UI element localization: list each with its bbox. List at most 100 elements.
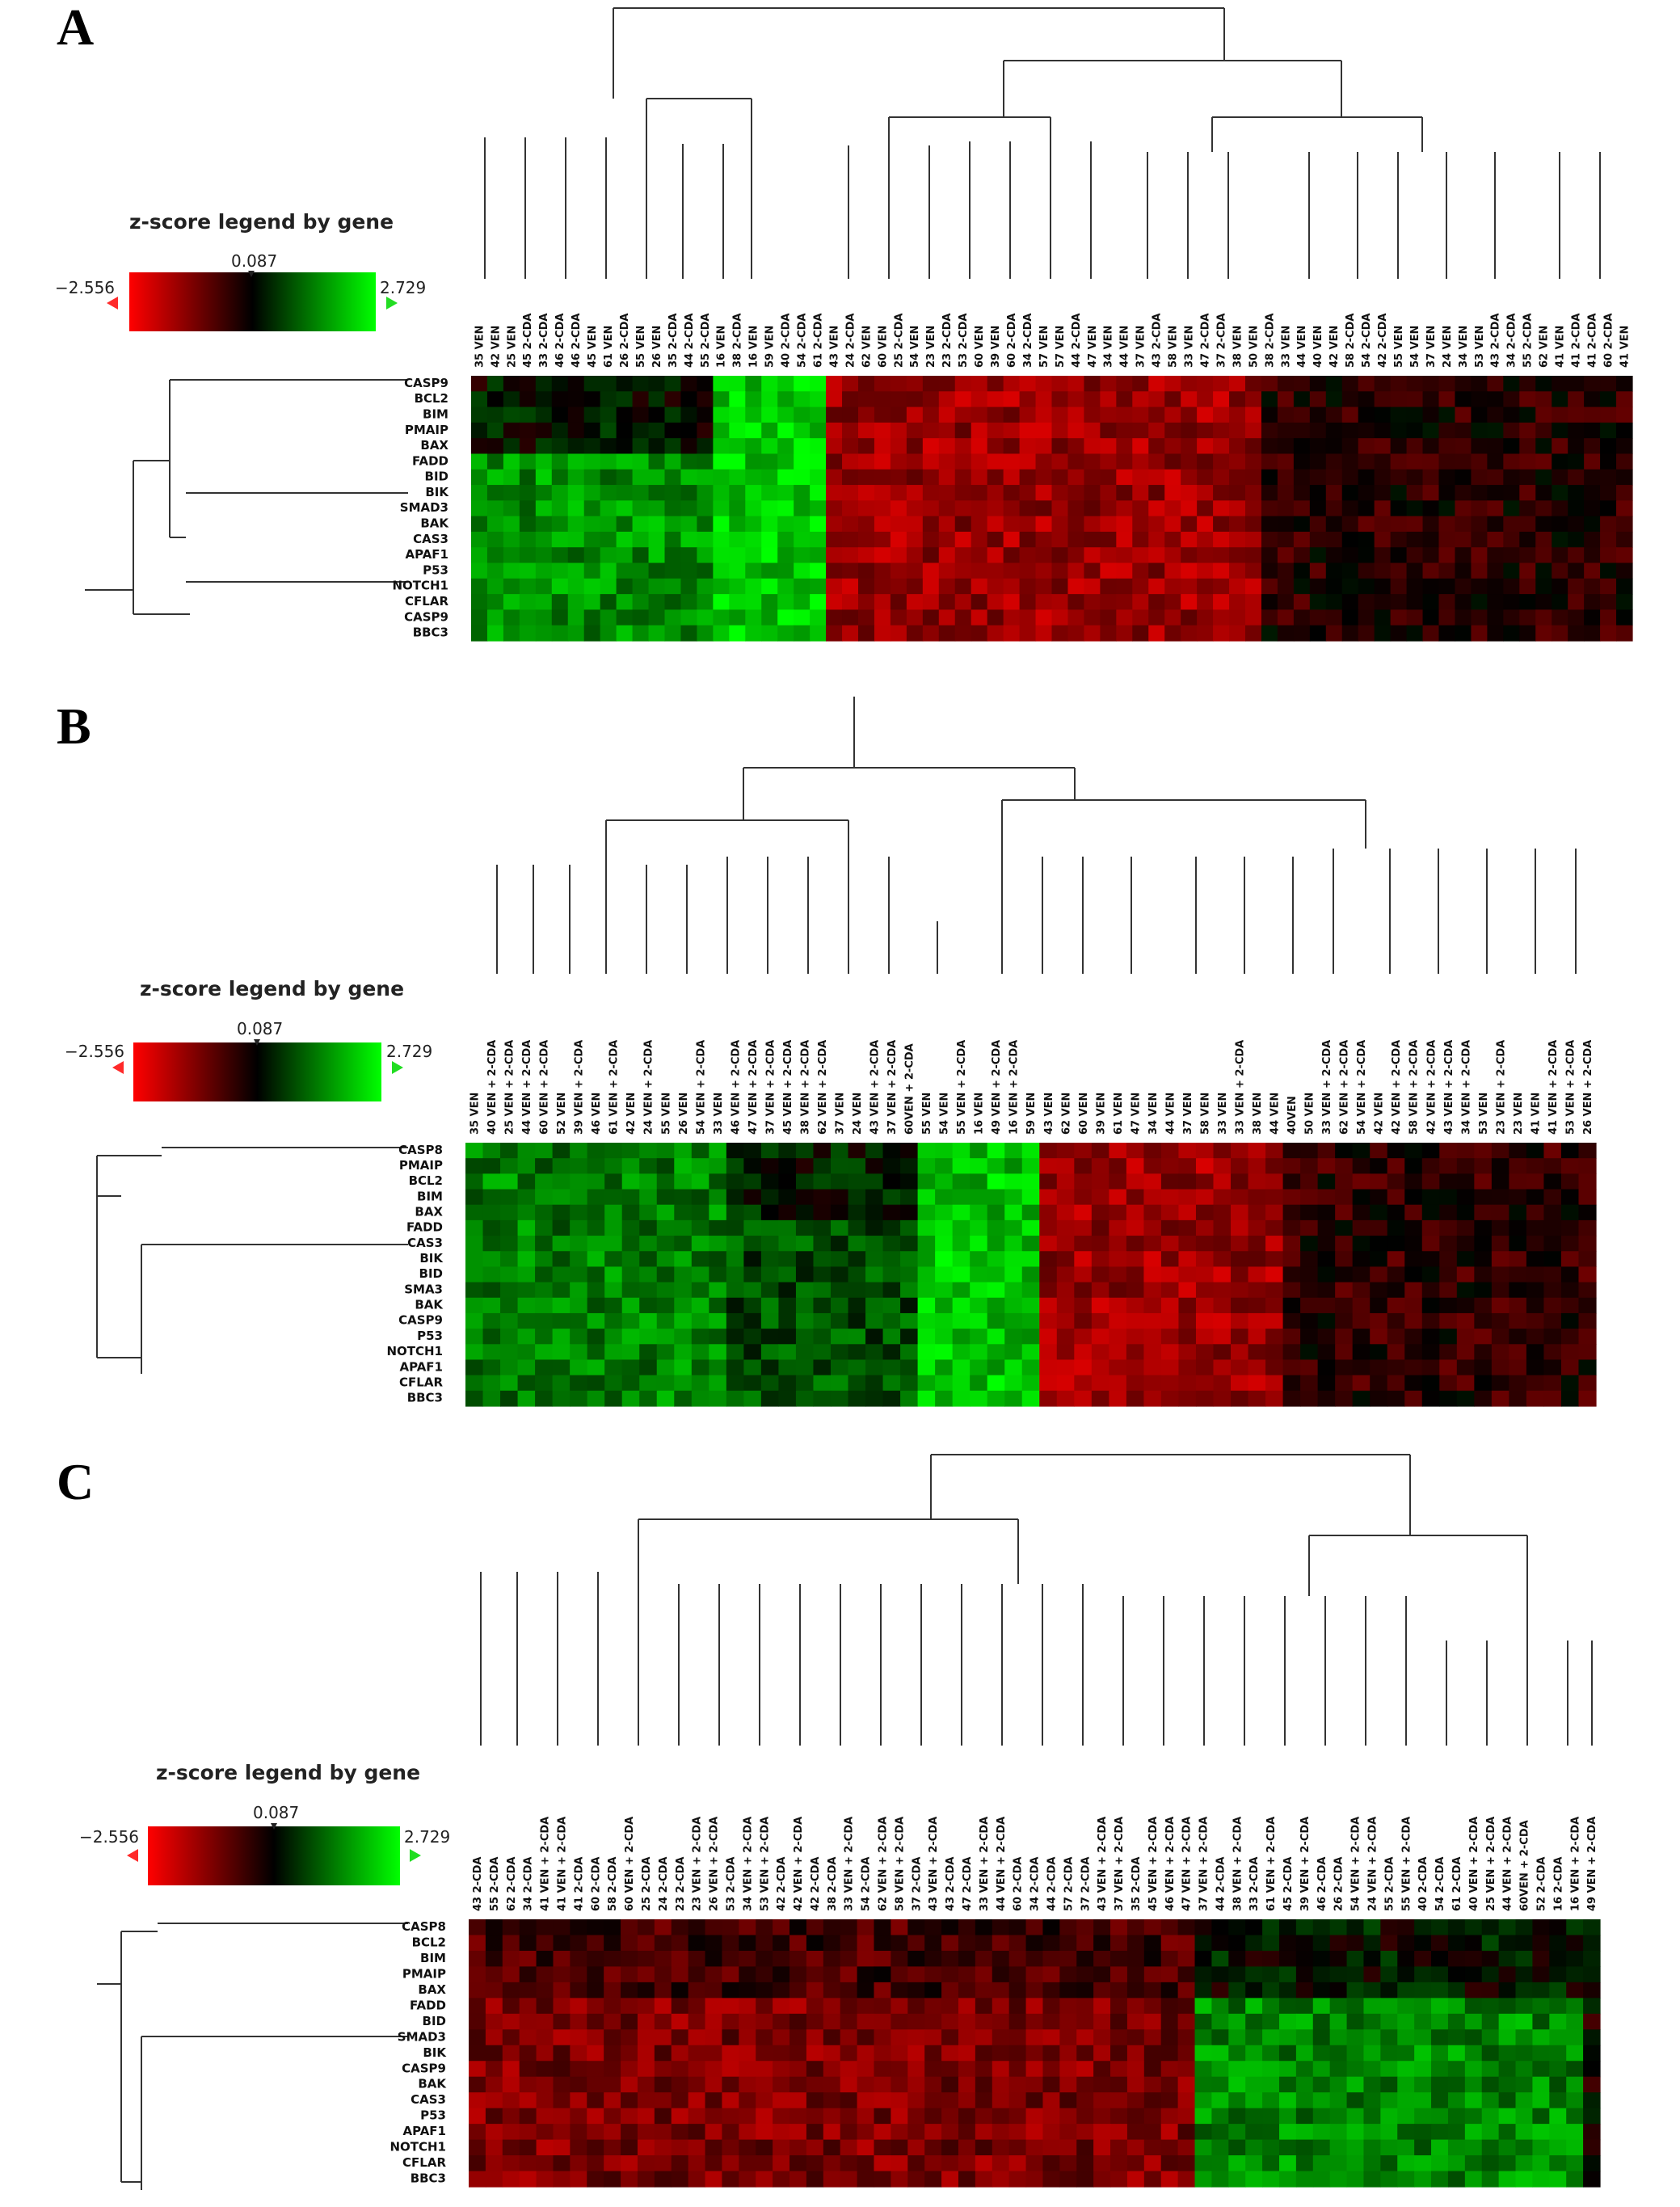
heatmap-cell: [1329, 2139, 1348, 2156]
heatmap-cell: [789, 1935, 807, 1952]
heatmap-cell: [570, 1950, 587, 1968]
heatmap-cell: [519, 2124, 537, 2141]
heatmap-cell: [1039, 1219, 1058, 1236]
heatmap-cell: [1265, 1359, 1284, 1376]
heatmap-cell: [536, 2124, 554, 2141]
heatmap-cell: [874, 391, 891, 408]
heatmap-cell: [648, 547, 666, 564]
heatmap-cell: [900, 1359, 919, 1376]
heatmap-cell: [743, 1375, 762, 1392]
heatmap-cell: [1019, 578, 1037, 595]
heatmap-cell: [1341, 453, 1359, 470]
heatmap-cell: [1515, 2061, 1534, 2078]
heatmap-cell: [865, 1189, 884, 1206]
heatmap-cell: [1126, 1390, 1144, 1407]
heatmap-cell: [778, 1390, 797, 1407]
heatmap-cell: [987, 1359, 1005, 1376]
heatmap-cell: [987, 1204, 1005, 1221]
heatmap-cell: [536, 2139, 554, 2156]
heatmap-cell: [616, 594, 634, 611]
heatmap-cell: [1455, 594, 1472, 611]
heatmap-cell: [1245, 578, 1262, 595]
heatmap-cell: [503, 438, 520, 455]
heatmap-cell: [857, 2092, 875, 2109]
heatmap-cell: [1278, 2108, 1297, 2125]
heatmap-cell: [1374, 516, 1392, 533]
heatmap-cell: [551, 469, 569, 486]
heatmap-cell: [1481, 2013, 1500, 2030]
heatmap-cell: [1126, 1297, 1144, 1314]
gene-label: BIK: [425, 485, 449, 499]
heatmap-cell: [1211, 1935, 1229, 1952]
heatmap-cell: [760, 1375, 780, 1392]
heatmap-cell: [1414, 2108, 1432, 2125]
sample-label: 39 VEN + 2-CDA: [1299, 1817, 1312, 1911]
heatmap-cell: [1195, 1359, 1215, 1376]
heatmap-cell: [761, 594, 778, 611]
heatmap-cell: [1481, 1998, 1500, 2015]
sample-label: 55 2-CDA: [700, 314, 712, 368]
heatmap-cell: [795, 1390, 815, 1407]
heatmap-cell: [485, 1935, 503, 1952]
heatmap-cell: [1195, 1390, 1215, 1407]
heatmap-cell: [922, 376, 940, 392]
heatmap-cell: [1076, 1950, 1094, 1968]
heatmap-cell: [1003, 500, 1021, 517]
sample-label: 38 VEN + 2-CDA: [1232, 1817, 1244, 1911]
heatmap-cell: [1067, 438, 1085, 455]
heatmap-cell: [1515, 1935, 1534, 1952]
heatmap-cell: [1231, 1390, 1249, 1407]
heatmap-cell: [938, 422, 956, 439]
heatmap-cell: [1438, 376, 1456, 392]
heatmap-cell: [1231, 1189, 1249, 1206]
heatmap-cell: [551, 485, 569, 501]
heatmap-cell: [726, 1359, 744, 1376]
heatmap-cell: [874, 438, 891, 455]
heatmap-cell: [987, 1189, 1005, 1206]
heatmap-cell: [952, 1344, 971, 1361]
heatmap-cell: [992, 2171, 1010, 2188]
heatmap-cell: [1164, 406, 1181, 423]
heatmap-cell: [654, 2092, 672, 2109]
heatmap-cell: [1213, 578, 1230, 595]
heatmap-cell: [922, 438, 940, 455]
heatmap-cell: [654, 2108, 672, 2125]
heatmap-cell: [1021, 1173, 1040, 1190]
heatmap-cell: [1616, 500, 1633, 517]
heatmap-cell: [1491, 1266, 1509, 1283]
heatmap-cell: [1549, 2124, 1567, 2141]
heatmap-cell: [756, 1966, 773, 1983]
heatmap-cell: [671, 2139, 689, 2156]
heatmap-cell: [1265, 1204, 1284, 1221]
heatmap-cell: [1245, 376, 1262, 392]
heatmap-cell: [553, 2061, 571, 2078]
heatmap-cell: [1414, 2029, 1432, 2046]
heatmap-cell: [907, 2171, 925, 2188]
sample-label: 37 VEN: [1182, 1093, 1194, 1135]
heatmap-cell: [1552, 469, 1568, 486]
heatmap-cell: [674, 1329, 693, 1345]
heatmap-cell: [551, 531, 569, 548]
heatmap-cell: [1265, 1236, 1284, 1252]
heatmap-cell: [823, 2013, 841, 2030]
heatmap-cell: [1317, 1236, 1336, 1252]
heatmap-cell: [536, 2171, 554, 2188]
heatmap-cell: [1397, 2061, 1415, 2078]
heatmap-cell: [637, 2013, 655, 2030]
heatmap-cell: [848, 1219, 866, 1236]
heatmap-cell: [789, 2124, 807, 2141]
heatmap-cell: [743, 1390, 762, 1407]
heatmap-cell: [865, 1344, 884, 1361]
heatmap-cell: [1008, 2124, 1027, 2141]
heatmap-cell: [958, 2139, 976, 2156]
heatmap-cell: [1560, 1143, 1580, 1159]
heatmap-cell: [1380, 2124, 1398, 2141]
heatmap-cell: [789, 1919, 807, 1936]
heatmap-cell: [1109, 1266, 1127, 1283]
heatmap-cell: [1025, 1982, 1044, 1999]
heatmap-cell: [1358, 578, 1375, 595]
heatmap-cell: [1352, 1143, 1371, 1159]
heatmap-cell: [1498, 1998, 1517, 2015]
heatmap-cell: [691, 1312, 709, 1329]
heatmap-cell: [760, 1173, 780, 1190]
